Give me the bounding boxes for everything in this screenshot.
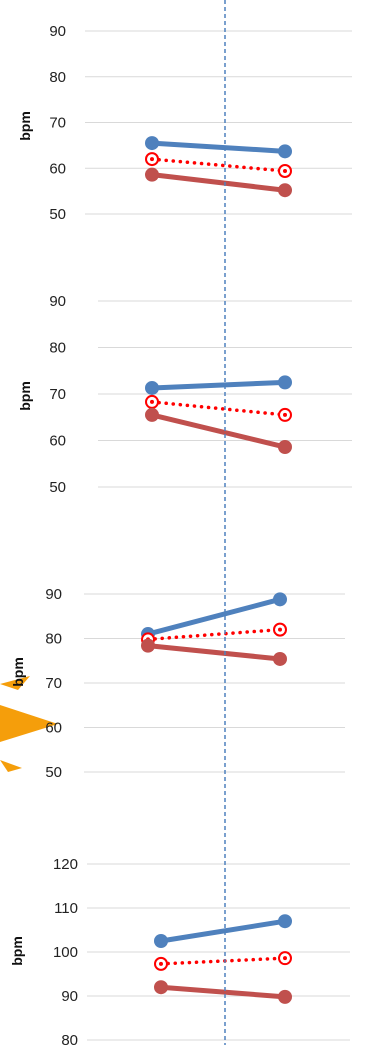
data-point-center [283, 956, 287, 961]
y-tick-label: 60 [45, 720, 62, 737]
data-point-marker [145, 136, 159, 151]
y-tick-label: 70 [49, 386, 66, 403]
series-line [149, 379, 288, 391]
data-point-marker [154, 980, 168, 995]
y-axis-label: bpm [17, 111, 33, 141]
y-tick-label: 110 [54, 900, 78, 917]
y-tick-label: 50 [49, 206, 66, 223]
y-tick-label: 120 [53, 856, 78, 873]
y-tick-label: 80 [61, 1032, 78, 1045]
sun-ray [0, 676, 30, 690]
chart-panel-2: 50 60 70 80 90 bpm [17, 293, 352, 496]
series-1 [145, 136, 292, 159]
series-2 [154, 951, 292, 971]
series-3 [154, 980, 292, 1004]
data-point-marker [278, 440, 292, 455]
y-tick-label: 80 [49, 69, 66, 86]
chart-panels: 5060708090bpm5060708090bpm5060708090bpm8… [9, 23, 352, 1045]
y-tick-label: 80 [49, 340, 66, 357]
data-point-center [159, 961, 163, 966]
series-line [145, 643, 283, 662]
y-tick-label: 60 [49, 160, 66, 177]
y-tick-label: 60 [49, 433, 66, 450]
chart-panel-4: 80 90 100 110 120 bpm [9, 856, 350, 1045]
y-tick-label: 70 [49, 115, 66, 132]
data-point-center [150, 399, 154, 404]
data-point-center [150, 157, 154, 162]
data-point-center [283, 412, 287, 417]
series-1 [145, 375, 292, 395]
series-line [149, 412, 288, 450]
data-point-marker [141, 638, 155, 653]
y-tick-label: 70 [45, 675, 62, 692]
y-tick-label: 50 [45, 764, 62, 781]
series-line [158, 984, 288, 1000]
series-3 [145, 167, 292, 198]
y-tick-label: 80 [45, 631, 62, 648]
data-point-marker [278, 144, 292, 159]
y-axis-label: bpm [10, 657, 26, 687]
series-3 [141, 638, 287, 666]
sun-icon [0, 676, 58, 772]
data-point-center [283, 168, 287, 173]
series-3 [145, 407, 292, 455]
sun-ray [0, 705, 58, 742]
series-line [150, 157, 287, 173]
series-1 [141, 592, 287, 642]
data-point-center [278, 627, 282, 632]
data-point-marker [278, 914, 292, 929]
data-point-marker [278, 989, 292, 1004]
series-2 [141, 622, 287, 647]
series-line [145, 596, 283, 637]
series-2 [145, 394, 292, 422]
data-point-marker [145, 407, 159, 422]
y-tick-label: 90 [61, 988, 78, 1005]
series-line [159, 956, 287, 966]
data-point-marker [278, 375, 292, 390]
y-tick-label: 50 [49, 479, 66, 496]
data-point-marker [273, 651, 287, 666]
data-point-marker [273, 592, 287, 607]
series-line [149, 140, 288, 154]
series-1 [154, 914, 292, 948]
chart-panel-3: 50 60 70 80 90 bpm [10, 586, 345, 781]
y-axis-label: bpm [17, 381, 33, 411]
chart-panel-1: 50 60 70 80 90 bpm [17, 23, 352, 223]
y-tick-label: 90 [45, 586, 62, 603]
data-point-marker [278, 183, 292, 198]
y-axis-label: bpm [9, 936, 25, 966]
y-tick-label: 90 [49, 23, 66, 40]
series-2 [145, 152, 292, 178]
y-tick-label: 100 [53, 944, 78, 961]
data-point-marker [154, 934, 168, 948]
data-point-marker [145, 167, 159, 182]
series-line [149, 172, 288, 193]
data-point-marker [145, 380, 159, 395]
y-tick-label: 90 [49, 293, 66, 310]
series-line [150, 400, 287, 417]
series-line [158, 918, 288, 944]
sun-ray [0, 760, 22, 772]
series-line [146, 627, 282, 642]
